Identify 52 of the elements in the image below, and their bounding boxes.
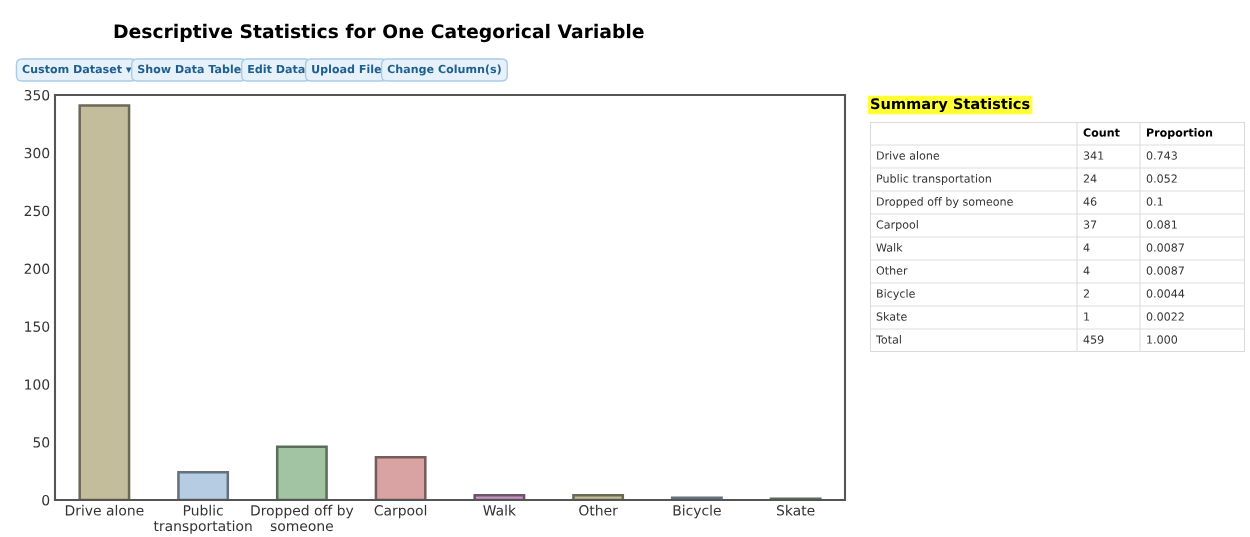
text: 0.0087 [1146, 243, 1184, 252]
y-tick-label: 100 [25, 379, 50, 390]
x-tick-label: Bicycle [673, 504, 721, 519]
text: 0.0044 [1146, 289, 1185, 298]
text: 46 [1083, 197, 1097, 206]
category-label: Total [875, 335, 901, 344]
y-tick-label: 250 [24, 205, 50, 217]
text: 0.0022 [1146, 312, 1184, 321]
text: 0.1 [1146, 197, 1163, 206]
category-label: Carpool [876, 220, 918, 231]
text: 0.052 [1146, 174, 1177, 183]
y-tick-label: 350 [24, 89, 50, 101]
x-tick-label: Walk [483, 504, 516, 516]
category-label: Drive alone [877, 151, 940, 160]
x-tick-label: Skate [776, 504, 815, 516]
category-label: Other [876, 266, 908, 275]
text: Upload File [312, 64, 382, 76]
text: 2 [1083, 289, 1089, 298]
text: 4 [1083, 243, 1090, 252]
x-tick-label: Dropped off by someone [251, 504, 354, 532]
text: 0.0087 [1146, 266, 1184, 275]
text: Summary Statistics [871, 97, 1030, 113]
category-label: Count [1083, 128, 1120, 137]
text: 1 [1084, 312, 1090, 321]
text: 459 [1083, 335, 1104, 344]
x-tick-label: Other [579, 504, 618, 516]
y-tick-label: 50 [33, 437, 50, 448]
text: 0.743 [1146, 151, 1177, 160]
text: Edit Data [248, 64, 305, 74]
chart-title: Descriptive Statistics for One Categorical Variable [114, 23, 644, 43]
category-label: Walk [876, 243, 903, 252]
text: 4 [1083, 266, 1090, 275]
text: 0.081 [1146, 220, 1177, 229]
category-label: Skate [876, 312, 907, 321]
y-tick-label: 200 [24, 263, 50, 275]
text: 37 [1083, 220, 1097, 229]
y-tick-label: 300 [24, 147, 50, 159]
text: 1.000 [1147, 335, 1178, 344]
text: 341 [1083, 151, 1104, 160]
text: 24 [1083, 174, 1097, 183]
category-label: Bicycle [877, 289, 915, 300]
x-tick-label: Public transportation [153, 504, 252, 534]
category-label: Dropped off by someone [877, 197, 1013, 208]
text: Change Column(s) [387, 64, 501, 76]
category-label: Proportion [1147, 128, 1213, 139]
x-tick-label: Drive alone [65, 504, 144, 516]
y-tick-label: 0 [42, 494, 50, 506]
x-tick-label: Carpool [374, 504, 427, 519]
text: Show Data Table [138, 64, 241, 74]
category-label: Public transportation [877, 174, 991, 185]
y-tick-label: 150 [25, 321, 50, 332]
text: Custom Dataset ▾ [22, 64, 132, 74]
